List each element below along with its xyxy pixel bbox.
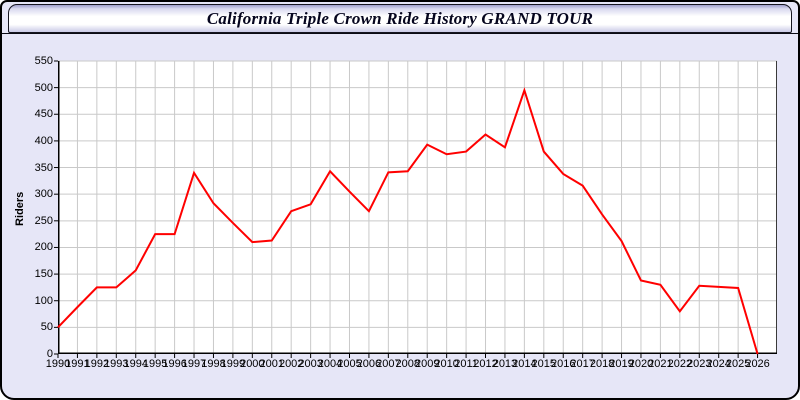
x-tick-label: 2024: [706, 358, 731, 370]
chart-title: California Triple Crown Ride History GRA…: [206, 8, 594, 28]
x-tick-label: 1994: [123, 358, 148, 370]
y-tick-label: 0: [46, 348, 53, 360]
y-tick-label: 100: [34, 294, 53, 307]
x-tick-label: 2019: [609, 358, 634, 370]
title-bar: California Triple Crown Ride History GRA…: [8, 4, 792, 33]
x-tick-label: 2000: [240, 358, 265, 370]
x-tick-label: 2013: [492, 358, 518, 370]
y-tick-label: 400: [34, 134, 53, 147]
y-tick-label: 350: [34, 161, 53, 174]
x-tick-label: 2025: [725, 358, 751, 370]
x-tick-label: 2020: [628, 358, 654, 370]
x-tick-label: 2004: [317, 358, 343, 370]
x-tick-label: 1999: [220, 358, 246, 370]
x-tick-label: 1996: [162, 358, 187, 370]
y-tick-label: 450: [34, 108, 53, 121]
y-tick-label: 150: [34, 268, 53, 281]
y-tick-label: 300: [34, 188, 53, 201]
x-tick-label: 2005: [337, 358, 362, 370]
x-tick-label: 2002: [278, 358, 304, 370]
y-tick-label: 200: [34, 241, 53, 254]
x-tick-label: 2022: [667, 358, 693, 370]
x-tick-label: 1991: [65, 358, 90, 370]
riders-data-line: [57, 87, 759, 355]
x-tick-label: 1997: [181, 358, 207, 370]
x-tick-label: 2026: [745, 358, 770, 370]
x-tick-label: 1993: [104, 358, 129, 370]
plot-area: [54, 60, 777, 358]
x-tick-label: 1992: [84, 358, 110, 370]
x-tick-label: 2012: [473, 358, 498, 370]
x-tick-label: 2010: [434, 358, 459, 370]
y-tick-label: 550: [34, 55, 53, 67]
title-separator: [2, 33, 798, 34]
x-tick-label: 2001: [259, 358, 284, 370]
x-tick-label: 2009: [414, 358, 440, 370]
x-tick-label: 2021: [648, 358, 673, 370]
x-tick-label: 2023: [687, 358, 712, 370]
x-tick-label: 2018: [589, 358, 615, 370]
ride-history-line-chart: [54, 60, 777, 358]
y-tick-label: 500: [34, 81, 53, 94]
x-tick-label: 1990: [45, 358, 71, 370]
x-tick-label: 2008: [395, 358, 421, 370]
x-tick-label: 1998: [201, 358, 226, 370]
x-tick-label: 2016: [550, 358, 576, 370]
x-tick-label: 2007: [376, 358, 401, 370]
x-tick-label: 2011: [454, 358, 478, 370]
x-tick-label: 2014: [512, 358, 537, 370]
y-tick-label: 250: [34, 214, 53, 227]
x-tick-label: 2015: [531, 358, 557, 370]
y-tick-label: 50: [40, 321, 53, 334]
x-tick-label: 2003: [298, 358, 323, 370]
x-tick-label: 2006: [356, 358, 382, 370]
x-tick-label: 1995: [142, 358, 168, 370]
x-tick-label: 2017: [570, 358, 595, 370]
